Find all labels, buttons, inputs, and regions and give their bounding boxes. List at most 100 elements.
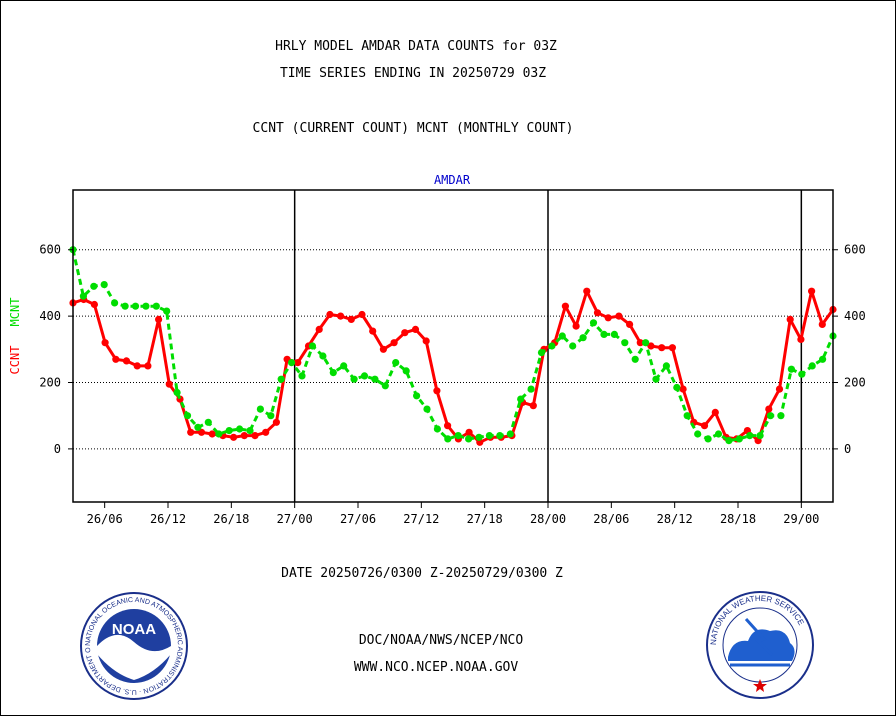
data-point-ccnt xyxy=(529,402,537,410)
data-point-ccnt xyxy=(636,339,644,347)
data-point-mcnt xyxy=(360,372,369,380)
data-point-ccnt xyxy=(572,322,580,330)
data-point-mcnt xyxy=(475,433,483,441)
data-point-mcnt xyxy=(569,342,577,350)
noaa-logo-text: NOAA xyxy=(112,621,156,638)
data-point-ccnt xyxy=(358,310,366,319)
data-point-mcnt xyxy=(308,342,317,350)
data-point-mcnt xyxy=(204,418,212,426)
data-point-ccnt xyxy=(700,422,709,430)
data-point-ccnt xyxy=(433,387,441,395)
data-point-mcnt xyxy=(756,432,764,440)
date-range-label: DATE 20250726/0300 Z-20250729/0300 Z xyxy=(281,566,563,581)
data-point-mcnt xyxy=(537,349,546,357)
data-point-mcnt xyxy=(735,435,743,443)
data-point-ccnt xyxy=(422,337,430,345)
y-tick-label-left: 600 xyxy=(39,243,61,257)
x-tick-label: 26/18 xyxy=(213,512,249,526)
data-point-ccnt xyxy=(786,315,794,323)
data-point-mcnt xyxy=(444,435,452,443)
data-point-mcnt xyxy=(173,388,181,397)
data-point-mcnt xyxy=(371,375,379,383)
data-point-mcnt xyxy=(277,375,285,383)
data-point-ccnt xyxy=(294,359,302,367)
data-point-mcnt xyxy=(683,412,691,420)
data-point-mcnt xyxy=(652,375,660,383)
data-point-mcnt xyxy=(340,362,348,370)
data-point-mcnt xyxy=(423,405,431,413)
header-line-3: CCNT (CURRENT COUNT) MCNT (MONTHLY COUNT… xyxy=(252,121,574,136)
data-point-ccnt xyxy=(197,428,206,436)
data-point-mcnt xyxy=(496,432,504,440)
data-point-mcnt xyxy=(381,382,389,390)
data-point-mcnt xyxy=(777,412,785,420)
data-point-ccnt xyxy=(411,325,420,333)
data-point-ccnt xyxy=(390,339,398,347)
data-point-ccnt xyxy=(818,320,826,328)
data-point-mcnt xyxy=(142,302,150,310)
data-point-mcnt xyxy=(694,430,702,438)
x-tick-label: 27/00 xyxy=(277,512,313,526)
x-tick-label: 28/00 xyxy=(530,512,566,526)
data-point-mcnt xyxy=(548,342,556,350)
x-tick-label: 29/00 xyxy=(783,512,819,526)
data-point-ccnt xyxy=(583,287,591,295)
data-point-mcnt xyxy=(631,355,639,363)
data-point-mcnt xyxy=(714,430,723,438)
x-tick-label: 27/12 xyxy=(403,512,439,526)
data-point-mcnt xyxy=(766,412,775,420)
data-point-mcnt xyxy=(808,362,816,370)
noaa-logo: NATIONAL OCEANIC AND ATMOSPHERIC ADMINIS… xyxy=(80,592,188,700)
data-point-mcnt xyxy=(413,392,421,400)
data-point-ccnt xyxy=(122,357,131,365)
data-point-ccnt xyxy=(401,329,409,337)
data-point-mcnt xyxy=(579,334,587,342)
x-tick-label: 26/06 xyxy=(87,512,123,526)
x-tick-label: 28/18 xyxy=(720,512,756,526)
data-point-mcnt xyxy=(558,332,566,340)
data-point-ccnt xyxy=(90,300,98,309)
data-point-ccnt xyxy=(647,342,655,350)
data-point-mcnt xyxy=(256,405,264,413)
website-link[interactable]: WWW.NCO.NCEP.NOAA.GOV xyxy=(353,660,519,675)
data-point-ccnt xyxy=(444,422,452,430)
data-point-mcnt xyxy=(121,302,129,310)
y-tick-label-right: 200 xyxy=(844,376,866,390)
data-point-mcnt xyxy=(746,432,754,440)
data-point-mcnt xyxy=(642,339,650,347)
data-point-ccnt xyxy=(369,327,377,335)
star-icon xyxy=(753,679,767,692)
data-point-mcnt xyxy=(673,383,681,392)
data-point-ccnt xyxy=(326,310,334,319)
data-point-ccnt xyxy=(797,335,805,343)
data-point-ccnt xyxy=(315,325,323,333)
data-point-mcnt xyxy=(506,430,514,438)
data-point-ccnt xyxy=(679,385,687,393)
header-line-1: HRLY MODEL AMDAR DATA COUNTS for 03Z xyxy=(275,39,557,54)
data-point-ccnt xyxy=(155,315,163,323)
data-point-mcnt xyxy=(725,437,733,445)
data-point-mcnt xyxy=(433,425,441,433)
data-point-ccnt xyxy=(230,433,238,441)
data-point-mcnt xyxy=(787,365,796,373)
data-point-ccnt xyxy=(379,345,387,353)
data-point-mcnt xyxy=(225,427,233,435)
series-line-mcnt xyxy=(71,249,835,443)
data-point-ccnt xyxy=(208,430,216,438)
data-point-mcnt xyxy=(621,339,629,347)
data-point-mcnt xyxy=(298,372,306,380)
data-point-mcnt xyxy=(329,369,337,377)
data-point-mcnt xyxy=(392,359,400,367)
org-path-label: DOC/NOAA/NWS/NCEP/NCO xyxy=(358,633,524,648)
data-point-mcnt xyxy=(152,302,160,310)
data-point-mcnt xyxy=(100,281,108,289)
data-point-mcnt xyxy=(319,352,327,360)
data-point-ccnt xyxy=(658,344,666,352)
series-line-ccnt xyxy=(72,289,835,444)
data-point-mcnt xyxy=(246,427,254,435)
plot-frame xyxy=(72,189,834,503)
data-point-ccnt xyxy=(337,312,345,320)
data-point-ccnt xyxy=(112,355,120,363)
data-point-ccnt xyxy=(561,302,570,310)
data-point-mcnt xyxy=(527,385,535,393)
